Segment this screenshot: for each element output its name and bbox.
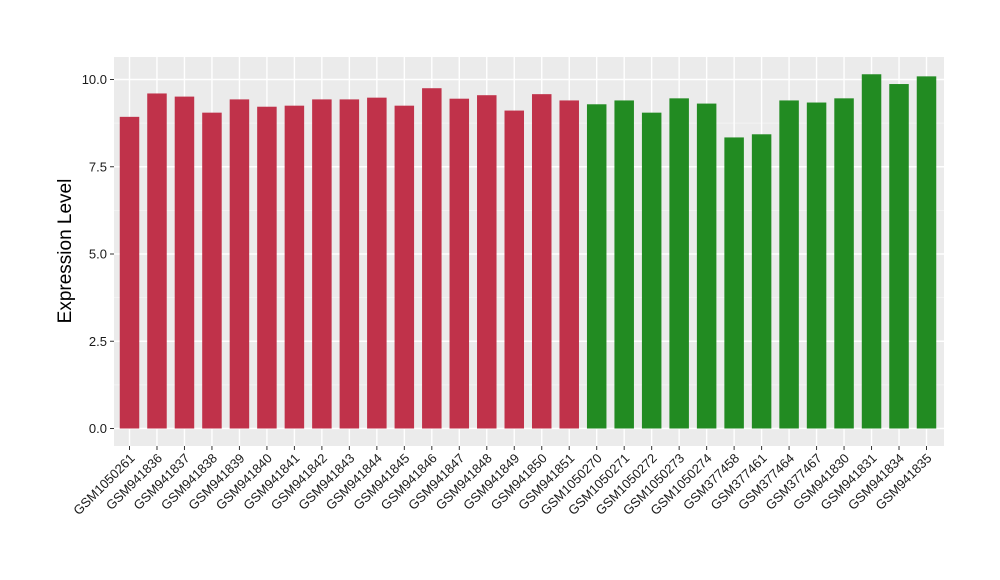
bar (477, 95, 497, 429)
bar (449, 98, 470, 429)
bar (614, 100, 634, 429)
bar (229, 99, 250, 429)
y-tick-label: 10.0 (82, 72, 107, 87)
bar (559, 100, 579, 429)
y-tick-label: 7.5 (89, 159, 107, 174)
bar (257, 106, 277, 429)
y-tick-label: 5.0 (89, 247, 107, 262)
y-tick-label: 2.5 (89, 334, 107, 349)
bar (312, 99, 332, 429)
x-axis: GSM1050261GSM941836GSM941837GSM941838GSM… (70, 446, 935, 518)
bar (641, 112, 662, 429)
plot-panel (114, 57, 944, 446)
bar (339, 99, 360, 429)
bars (119, 74, 937, 429)
bar (119, 116, 140, 429)
bar (916, 76, 937, 429)
grid-minor (114, 122, 944, 386)
bar (367, 97, 387, 429)
bar (861, 74, 882, 429)
bar (696, 103, 717, 429)
bar (889, 84, 909, 429)
bar (394, 105, 415, 429)
bar (751, 134, 772, 429)
bar (422, 88, 442, 429)
y-axis: 0.0 2.5 5.0 7.5 10.0 (82, 72, 114, 436)
bar (284, 105, 305, 429)
bar (779, 100, 799, 429)
bar (586, 104, 607, 429)
y-axis-title: Expression Level (55, 179, 76, 324)
bar (147, 93, 167, 429)
bar (174, 96, 195, 429)
y-tick-label: 0.0 (89, 421, 107, 436)
bar (504, 110, 525, 429)
bar (834, 98, 854, 429)
bar (806, 102, 827, 429)
bar (531, 94, 552, 429)
bar (669, 98, 689, 429)
bar (724, 137, 744, 429)
bar (202, 112, 222, 429)
